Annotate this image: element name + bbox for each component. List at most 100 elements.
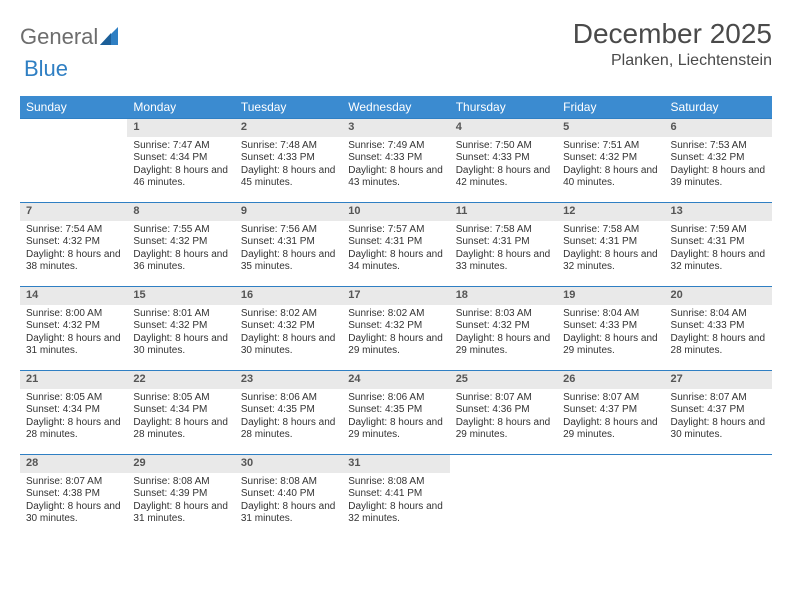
sunrise-text: Sunrise: 7:51 AM bbox=[563, 140, 658, 153]
sunrise-text: Sunrise: 8:08 AM bbox=[348, 476, 443, 489]
sunrise-text: Sunrise: 8:07 AM bbox=[671, 392, 766, 405]
daylight-text: Daylight: 8 hours and 28 minutes. bbox=[133, 417, 228, 442]
day-details: Sunrise: 8:02 AMSunset: 4:32 PMDaylight:… bbox=[342, 305, 449, 362]
day-details: Sunrise: 7:54 AMSunset: 4:32 PMDaylight:… bbox=[20, 221, 127, 278]
calendar-table: Sunday Monday Tuesday Wednesday Thursday… bbox=[20, 96, 772, 539]
day-number: 18 bbox=[450, 287, 557, 305]
day-number: 8 bbox=[127, 203, 234, 221]
day-number: 24 bbox=[342, 371, 449, 389]
daylight-text: Daylight: 8 hours and 30 minutes. bbox=[26, 501, 121, 526]
day-number: 20 bbox=[665, 287, 772, 305]
calendar-day-cell: 8Sunrise: 7:55 AMSunset: 4:32 PMDaylight… bbox=[127, 203, 234, 287]
sunset-text: Sunset: 4:32 PM bbox=[456, 320, 551, 333]
calendar-day-cell: 26Sunrise: 8:07 AMSunset: 4:37 PMDayligh… bbox=[557, 371, 664, 455]
calendar-day-cell: 15Sunrise: 8:01 AMSunset: 4:32 PMDayligh… bbox=[127, 287, 234, 371]
day-details: Sunrise: 8:07 AMSunset: 4:37 PMDaylight:… bbox=[665, 389, 772, 446]
daylight-text: Daylight: 8 hours and 42 minutes. bbox=[456, 165, 551, 190]
sunrise-text: Sunrise: 8:06 AM bbox=[348, 392, 443, 405]
sunset-text: Sunset: 4:31 PM bbox=[241, 236, 336, 249]
brand-word-1: General bbox=[20, 24, 98, 50]
calendar-day-cell: 31Sunrise: 8:08 AMSunset: 4:41 PMDayligh… bbox=[342, 455, 449, 539]
sunrise-text: Sunrise: 8:01 AM bbox=[133, 308, 228, 321]
calendar-day-cell: 25Sunrise: 8:07 AMSunset: 4:36 PMDayligh… bbox=[450, 371, 557, 455]
day-number: 6 bbox=[665, 119, 772, 137]
daylight-text: Daylight: 8 hours and 34 minutes. bbox=[348, 249, 443, 274]
day-details: Sunrise: 7:55 AMSunset: 4:32 PMDaylight:… bbox=[127, 221, 234, 278]
calendar-day-cell: 9Sunrise: 7:56 AMSunset: 4:31 PMDaylight… bbox=[235, 203, 342, 287]
sunrise-text: Sunrise: 8:08 AM bbox=[241, 476, 336, 489]
sunset-text: Sunset: 4:33 PM bbox=[456, 152, 551, 165]
sunset-text: Sunset: 4:37 PM bbox=[563, 404, 658, 417]
sunset-text: Sunset: 4:34 PM bbox=[133, 404, 228, 417]
daylight-text: Daylight: 8 hours and 43 minutes. bbox=[348, 165, 443, 190]
sunset-text: Sunset: 4:31 PM bbox=[671, 236, 766, 249]
brand-logo: General bbox=[20, 18, 124, 50]
day-details: Sunrise: 8:06 AMSunset: 4:35 PMDaylight:… bbox=[342, 389, 449, 446]
day-number: 14 bbox=[20, 287, 127, 305]
calendar-page: General December 2025 Planken, Liechtens… bbox=[0, 0, 792, 539]
sunset-text: Sunset: 4:32 PM bbox=[133, 236, 228, 249]
daylight-text: Daylight: 8 hours and 30 minutes. bbox=[241, 333, 336, 358]
location-label: Planken, Liechtenstein bbox=[573, 52, 772, 70]
day-details: Sunrise: 7:48 AMSunset: 4:33 PMDaylight:… bbox=[235, 137, 342, 194]
sunrise-text: Sunrise: 7:53 AM bbox=[671, 140, 766, 153]
sunset-text: Sunset: 4:31 PM bbox=[563, 236, 658, 249]
day-details: Sunrise: 8:07 AMSunset: 4:36 PMDaylight:… bbox=[450, 389, 557, 446]
daylight-text: Daylight: 8 hours and 29 minutes. bbox=[456, 333, 551, 358]
sunset-text: Sunset: 4:32 PM bbox=[563, 152, 658, 165]
sunrise-text: Sunrise: 8:05 AM bbox=[26, 392, 121, 405]
calendar-day-cell: 22Sunrise: 8:05 AMSunset: 4:34 PMDayligh… bbox=[127, 371, 234, 455]
day-number: 13 bbox=[665, 203, 772, 221]
calendar-day-cell: 6Sunrise: 7:53 AMSunset: 4:32 PMDaylight… bbox=[665, 119, 772, 203]
day-details: Sunrise: 7:49 AMSunset: 4:33 PMDaylight:… bbox=[342, 137, 449, 194]
sunrise-text: Sunrise: 8:03 AM bbox=[456, 308, 551, 321]
sunset-text: Sunset: 4:32 PM bbox=[133, 320, 228, 333]
day-number: 27 bbox=[665, 371, 772, 389]
day-number: 28 bbox=[20, 455, 127, 473]
daylight-text: Daylight: 8 hours and 30 minutes. bbox=[133, 333, 228, 358]
day-details: Sunrise: 7:47 AMSunset: 4:34 PMDaylight:… bbox=[127, 137, 234, 194]
daylight-text: Daylight: 8 hours and 33 minutes. bbox=[456, 249, 551, 274]
sunrise-text: Sunrise: 7:49 AM bbox=[348, 140, 443, 153]
calendar-day-cell: 10Sunrise: 7:57 AMSunset: 4:31 PMDayligh… bbox=[342, 203, 449, 287]
day-number: 26 bbox=[557, 371, 664, 389]
daylight-text: Daylight: 8 hours and 35 minutes. bbox=[241, 249, 336, 274]
sunset-text: Sunset: 4:34 PM bbox=[26, 404, 121, 417]
calendar-day-cell bbox=[20, 119, 127, 203]
sunset-text: Sunset: 4:32 PM bbox=[26, 236, 121, 249]
calendar-week-row: 14Sunrise: 8:00 AMSunset: 4:32 PMDayligh… bbox=[20, 287, 772, 371]
calendar-week-row: 7Sunrise: 7:54 AMSunset: 4:32 PMDaylight… bbox=[20, 203, 772, 287]
day-number: 3 bbox=[342, 119, 449, 137]
calendar-day-cell bbox=[557, 455, 664, 539]
day-details: Sunrise: 7:59 AMSunset: 4:31 PMDaylight:… bbox=[665, 221, 772, 278]
day-details: Sunrise: 8:03 AMSunset: 4:32 PMDaylight:… bbox=[450, 305, 557, 362]
sunset-text: Sunset: 4:33 PM bbox=[671, 320, 766, 333]
day-details: Sunrise: 7:56 AMSunset: 4:31 PMDaylight:… bbox=[235, 221, 342, 278]
sunrise-text: Sunrise: 7:48 AM bbox=[241, 140, 336, 153]
sunset-text: Sunset: 4:32 PM bbox=[348, 320, 443, 333]
sunrise-text: Sunrise: 8:06 AM bbox=[241, 392, 336, 405]
calendar-day-cell: 21Sunrise: 8:05 AMSunset: 4:34 PMDayligh… bbox=[20, 371, 127, 455]
calendar-day-cell: 19Sunrise: 8:04 AMSunset: 4:33 PMDayligh… bbox=[557, 287, 664, 371]
daylight-text: Daylight: 8 hours and 32 minutes. bbox=[348, 501, 443, 526]
day-details: Sunrise: 8:05 AMSunset: 4:34 PMDaylight:… bbox=[20, 389, 127, 446]
day-details: Sunrise: 8:04 AMSunset: 4:33 PMDaylight:… bbox=[557, 305, 664, 362]
sunrise-text: Sunrise: 7:55 AM bbox=[133, 224, 228, 237]
calendar-day-cell: 12Sunrise: 7:58 AMSunset: 4:31 PMDayligh… bbox=[557, 203, 664, 287]
sunset-text: Sunset: 4:41 PM bbox=[348, 488, 443, 501]
calendar-day-cell: 5Sunrise: 7:51 AMSunset: 4:32 PMDaylight… bbox=[557, 119, 664, 203]
calendar-day-cell: 1Sunrise: 7:47 AMSunset: 4:34 PMDaylight… bbox=[127, 119, 234, 203]
sunrise-text: Sunrise: 7:59 AM bbox=[671, 224, 766, 237]
sunset-text: Sunset: 4:36 PM bbox=[456, 404, 551, 417]
sunset-text: Sunset: 4:33 PM bbox=[348, 152, 443, 165]
daylight-text: Daylight: 8 hours and 31 minutes. bbox=[133, 501, 228, 526]
sunrise-text: Sunrise: 7:58 AM bbox=[563, 224, 658, 237]
dow-header: Wednesday bbox=[342, 96, 449, 119]
brand-sail-icon bbox=[100, 27, 122, 47]
day-details: Sunrise: 8:06 AMSunset: 4:35 PMDaylight:… bbox=[235, 389, 342, 446]
day-details: Sunrise: 7:53 AMSunset: 4:32 PMDaylight:… bbox=[665, 137, 772, 194]
calendar-day-cell: 28Sunrise: 8:07 AMSunset: 4:38 PMDayligh… bbox=[20, 455, 127, 539]
calendar-day-cell: 27Sunrise: 8:07 AMSunset: 4:37 PMDayligh… bbox=[665, 371, 772, 455]
day-number: 7 bbox=[20, 203, 127, 221]
daylight-text: Daylight: 8 hours and 46 minutes. bbox=[133, 165, 228, 190]
